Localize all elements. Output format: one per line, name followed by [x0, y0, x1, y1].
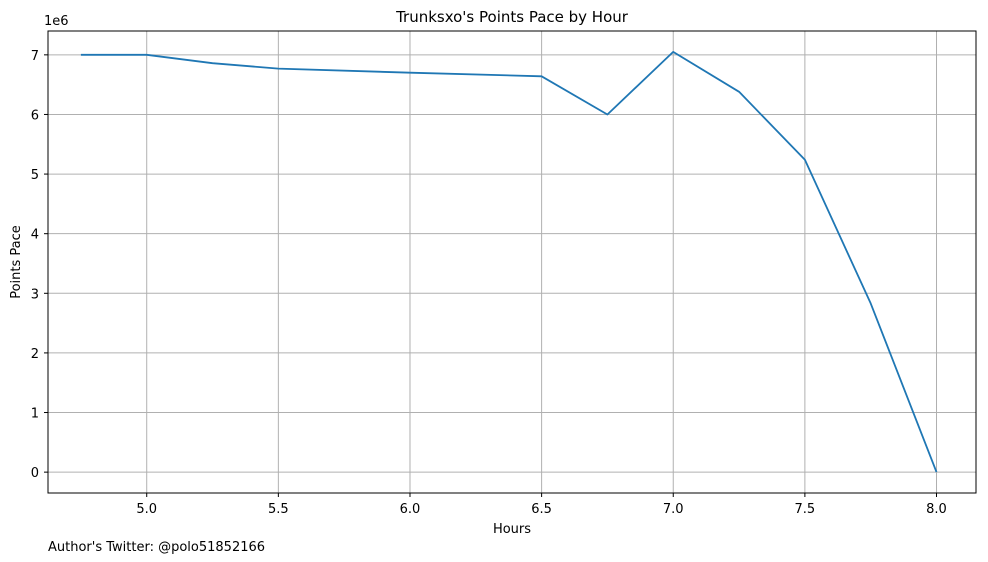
x-tick-label: 7.5 [795, 502, 816, 517]
plot-area [47, 30, 977, 494]
x-tick-label: 6.0 [400, 502, 421, 517]
series-layer [80, 51, 938, 473]
y-tick-label: 6 [31, 108, 39, 123]
axis-ticks: 5.0 5.5 6.0 6.5 7.0 7.5 8.0 0 1 2 3 4 5 6 7 [31, 49, 947, 517]
y-tick-label: 7 [31, 49, 39, 64]
y-tick-label: 2 [31, 347, 39, 362]
y-tick-label: 5 [31, 168, 39, 183]
y-axis-label: Points Pace [9, 225, 24, 299]
x-tick-label: 5.5 [268, 502, 289, 517]
y-tick-label: 3 [31, 287, 39, 302]
series-line [80, 51, 938, 473]
x-axis-label: Hours [493, 522, 531, 537]
chart-title: Trunksxo's Points Pace by Hour [395, 8, 629, 26]
y-axis-offset-label: 1e6 [44, 14, 69, 29]
y-tick-label: 0 [31, 466, 39, 481]
x-tick-label: 6.5 [531, 502, 552, 517]
x-tick-label: 8.0 [926, 502, 947, 517]
y-tick-label: 1 [31, 407, 39, 422]
x-tick-label: 5.0 [136, 502, 157, 517]
x-tick-label: 7.0 [663, 502, 684, 517]
author-twitter-note: Author's Twitter: @polo51852166 [48, 540, 265, 555]
y-tick-label: 4 [31, 228, 39, 243]
grid [48, 31, 976, 493]
